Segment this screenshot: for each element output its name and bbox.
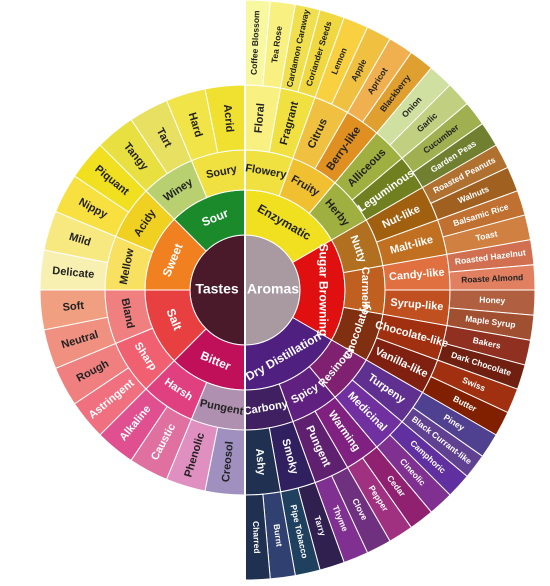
segment-label: Soft <box>62 300 85 314</box>
segment <box>165 88 219 162</box>
segment-label: Floral <box>253 103 268 134</box>
segment-label: Charred <box>251 521 262 554</box>
segment <box>73 367 147 436</box>
segment-label: Creosol <box>220 441 236 483</box>
segment-label: Candy-like <box>389 266 445 283</box>
segment <box>73 144 147 213</box>
segment-label: Carmelly <box>359 267 371 314</box>
segment <box>130 99 193 175</box>
segment <box>130 405 193 481</box>
segment <box>39 289 109 331</box>
segment-label: Roaste Almond <box>461 272 523 285</box>
segment-label: Bland <box>119 297 137 329</box>
segment <box>54 175 130 238</box>
segment-label: Coffee Blossom <box>249 10 262 76</box>
segment <box>165 418 219 492</box>
segment <box>204 426 246 496</box>
segment-label: Honey <box>479 294 506 305</box>
segment-label: Burnt <box>272 523 285 547</box>
segment <box>43 210 117 264</box>
segment-label: Aromas <box>247 281 299 297</box>
segment <box>54 342 130 405</box>
segment-label: Syrup-like <box>390 297 444 314</box>
segment-label: Tastes <box>195 281 239 297</box>
segment <box>99 388 168 462</box>
segment-label: Delicate <box>52 265 95 281</box>
segment-label: Acrid <box>221 104 236 133</box>
segment <box>43 316 117 370</box>
segment-label: Ashy <box>253 448 267 477</box>
segment-label: Tea Rose <box>269 25 284 63</box>
segment-label: Toast <box>475 228 499 243</box>
segment <box>39 249 109 291</box>
segment <box>99 118 168 192</box>
segment-label: Sugar Browning <box>316 244 330 337</box>
